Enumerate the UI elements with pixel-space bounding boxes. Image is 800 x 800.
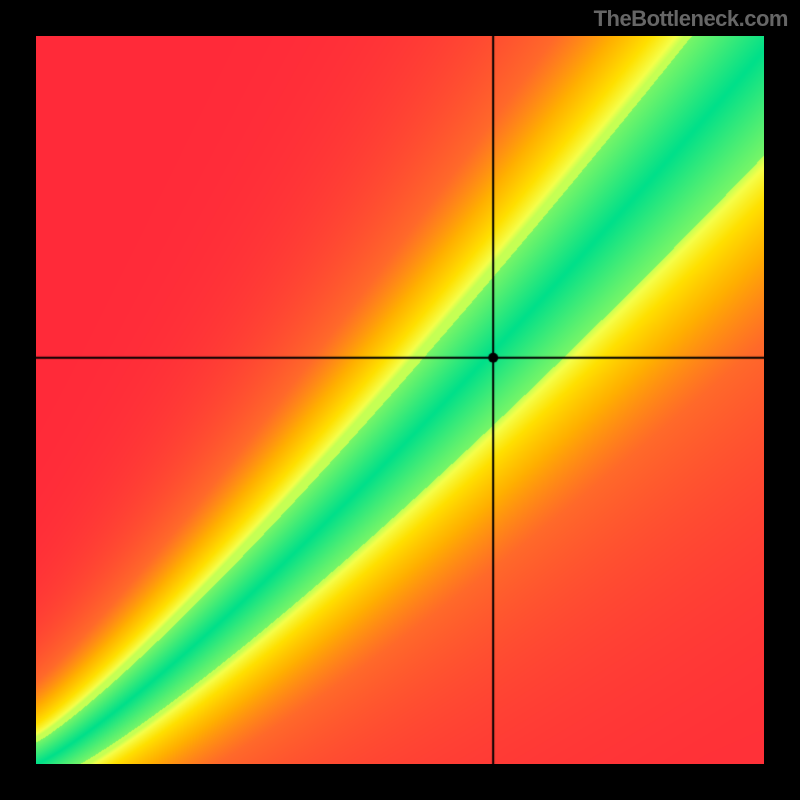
attribution-label: TheBottleneck.com: [594, 6, 788, 32]
bottleneck-heatmap: [36, 36, 764, 764]
chart-container: TheBottleneck.com: [0, 0, 800, 800]
